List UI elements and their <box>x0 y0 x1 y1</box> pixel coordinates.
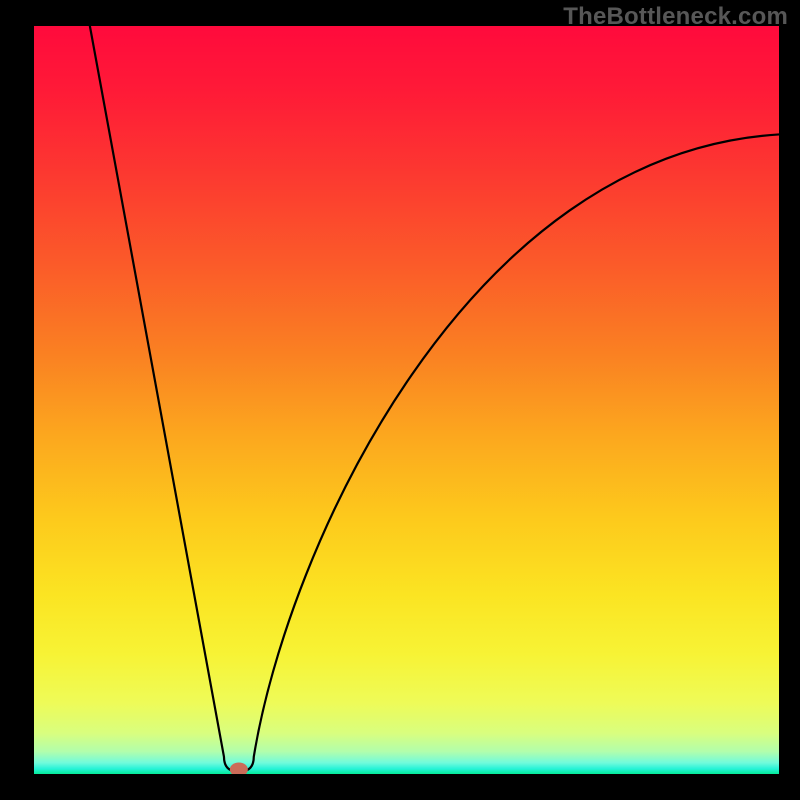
bottleneck-curve-chart <box>0 0 800 800</box>
heat-gradient-area <box>34 26 779 774</box>
chart-container: TheBottleneck.com <box>0 0 800 800</box>
watermark-text: TheBottleneck.com <box>563 3 788 31</box>
